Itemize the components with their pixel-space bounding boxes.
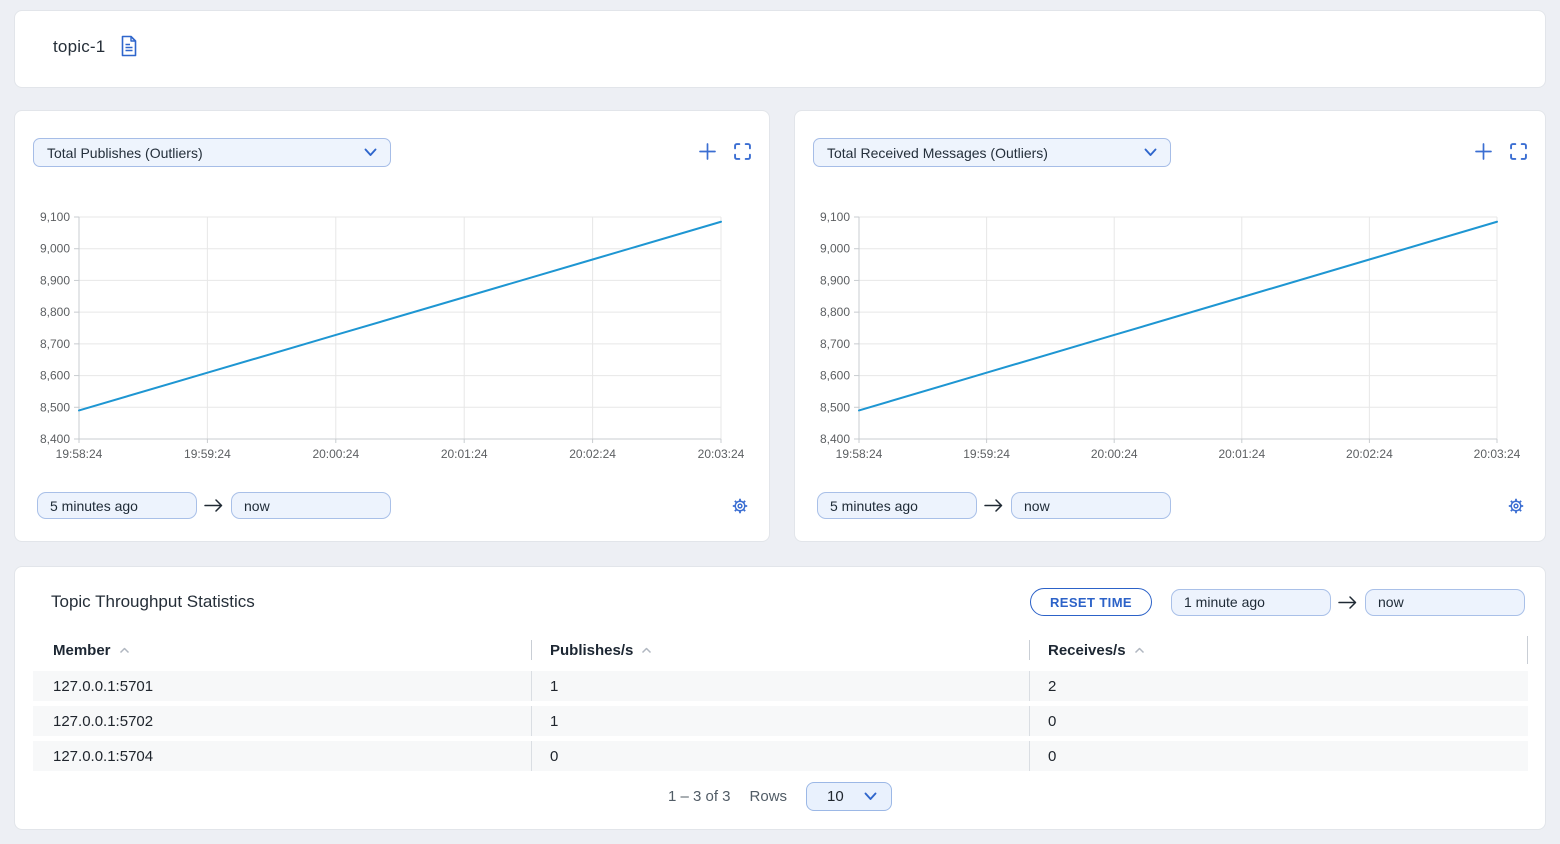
cell-member: 127.0.0.1:5704 [53,747,154,765]
time-from-input[interactable] [37,492,197,519]
gear-icon[interactable] [731,497,749,515]
svg-text:8,500: 8,500 [820,400,850,414]
svg-text:8,400: 8,400 [820,432,850,446]
chevron-down-icon [364,148,377,156]
cell-receives: 0 [1029,706,1528,736]
topic-header-card: topic-1 [14,10,1546,88]
page-title: topic-1 [53,37,106,56]
chevron-down-icon [1144,148,1157,156]
svg-text:19:59:24: 19:59:24 [963,447,1010,461]
svg-text:20:03:24: 20:03:24 [698,447,745,461]
column-header-receives[interactable]: Receives/s [1029,640,1527,660]
sort-caret-icon [1134,647,1144,653]
svg-text:19:58:24: 19:58:24 [56,447,103,461]
gear-icon[interactable] [1507,497,1525,515]
cell-publishes: 1 [531,706,1029,736]
column-header-publishes[interactable]: Publishes/s [531,640,1029,660]
time-to-input[interactable] [231,492,391,519]
cell-publishes: 1 [531,671,1029,701]
line-chart-received: 8,400 8,500 8,600 8,700 8,800 8,900 9,000 9,100… [795,211,1545,466]
svg-text:8,500: 8,500 [40,400,70,414]
svg-text:8,800: 8,800 [40,305,70,319]
add-chart-icon[interactable] [699,143,716,160]
arrow-right-icon [1338,595,1358,610]
throughput-stats-panel: Topic Throughput Statistics RESET TIME M… [14,566,1546,830]
stats-title: Topic Throughput Statistics [51,592,255,611]
svg-text:20:03:24: 20:03:24 [1474,447,1521,461]
arrow-right-icon [204,498,224,513]
svg-text:8,700: 8,700 [40,337,70,351]
svg-text:9,000: 9,000 [40,242,70,256]
svg-text:8,900: 8,900 [820,273,850,287]
svg-text:20:02:24: 20:02:24 [569,447,616,461]
metric-select-label: Total Received Messages (Outliers) [827,144,1048,161]
svg-text:8,700: 8,700 [820,337,850,351]
svg-text:20:02:24: 20:02:24 [1346,447,1393,461]
reset-time-button[interactable]: RESET TIME [1029,588,1152,616]
cell-member: 127.0.0.1:5701 [53,677,154,695]
page-range-text: 1 – 3 of 3 [667,788,731,805]
throughput-table: Member Publishes/s Receives/s 127.0.0.1:… [33,636,1528,776]
table-row: 127.0.0.1:5702 1 0 [33,706,1528,736]
column-header-member[interactable]: Member [33,640,531,660]
metric-select-label: Total Publishes (Outliers) [47,144,203,161]
svg-text:9,100: 9,100 [40,211,70,224]
stats-time-to-input[interactable] [1365,588,1525,616]
svg-text:8,900: 8,900 [40,273,70,287]
svg-text:9,000: 9,000 [820,242,850,256]
stats-time-from-input[interactable] [1171,588,1331,616]
add-chart-icon[interactable] [1475,143,1492,160]
svg-text:20:00:24: 20:00:24 [312,447,359,461]
table-row: 127.0.0.1:5704 0 0 [33,741,1528,771]
svg-text:8,800: 8,800 [820,305,850,319]
svg-text:20:01:24: 20:01:24 [1218,447,1265,461]
fullscreen-icon[interactable] [734,143,751,160]
svg-text:19:59:24: 19:59:24 [184,447,231,461]
svg-text:8,600: 8,600 [820,369,850,383]
sort-caret-icon [642,647,652,653]
chart-panel-received: Total Received Messages (Outliers) 8,400… [794,110,1546,542]
svg-text:20:01:24: 20:01:24 [441,447,488,461]
metric-select-publishes[interactable]: Total Publishes (Outliers) [33,138,391,167]
cell-member: 127.0.0.1:5702 [53,712,154,730]
svg-text:8,600: 8,600 [40,369,70,383]
sort-caret-icon [119,647,129,653]
arrow-right-icon [984,498,1004,513]
svg-text:8,400: 8,400 [40,432,70,446]
cell-receives: 0 [1029,741,1528,771]
cell-receives: 2 [1029,671,1528,701]
cell-publishes: 0 [531,741,1029,771]
table-row: 127.0.0.1:5701 1 2 [33,671,1528,701]
rows-per-page-label: Rows [749,788,788,805]
chevron-down-icon [864,792,877,800]
metric-select-received[interactable]: Total Received Messages (Outliers) [813,138,1171,167]
svg-text:9,100: 9,100 [820,211,850,224]
svg-text:20:00:24: 20:00:24 [1091,447,1138,461]
pagination: 1 – 3 of 3 Rows 10 [15,782,1545,811]
line-chart-publishes: 8,400 8,500 8,600 8,700 8,800 8,900 9,000 9,100… [15,211,769,466]
fullscreen-icon[interactable] [1510,143,1527,160]
time-from-input[interactable] [817,492,977,519]
rows-per-page-select[interactable]: 10 [806,782,893,811]
time-to-input[interactable] [1011,492,1171,519]
svg-text:19:58:24: 19:58:24 [836,447,883,461]
document-icon[interactable] [119,35,139,57]
chart-panel-publishes: Total Publishes (Outliers) 8,400 8,500 8,6… [14,110,770,542]
